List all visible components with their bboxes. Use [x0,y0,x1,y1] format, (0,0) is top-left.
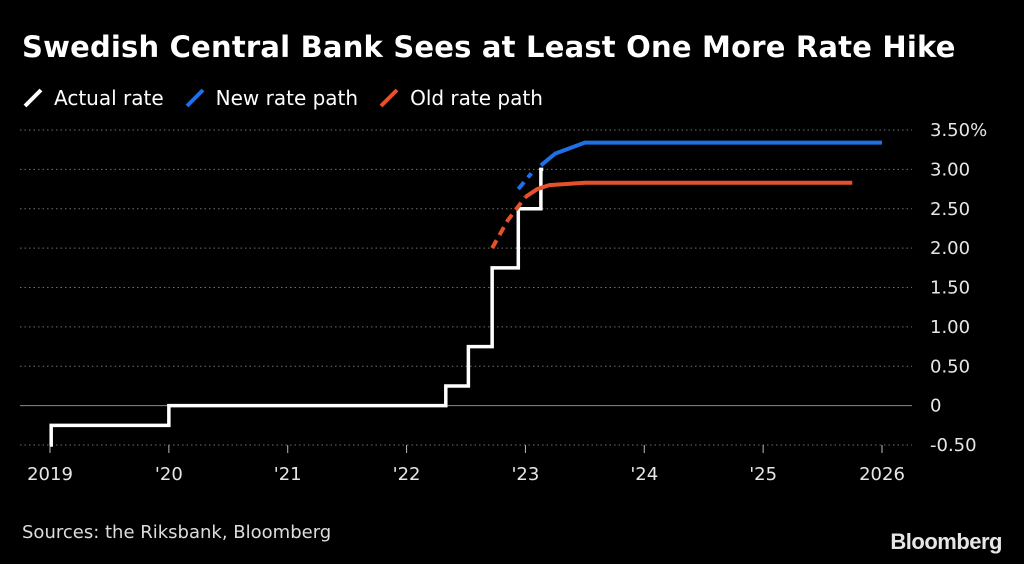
legend-item-old: Old rate path [378,86,543,110]
x-tick-label-4: '23 [511,464,539,485]
y-tick-label-2: 2.50 [930,199,970,220]
legend-swatch-new [185,88,205,108]
y-tick-label-8: -0.50 [930,435,977,456]
legend-label-new: New rate path [215,86,359,110]
legend-swatch-old [379,88,399,108]
legend-item-actual: Actual rate [22,86,164,110]
x-tick-label-5: '24 [630,464,658,485]
x-tick-label-6: '25 [749,464,777,485]
x-tick-label-0: 2019 [27,464,73,485]
y-tick-label-5: 1.00 [930,317,970,338]
x-tick-label-3: '22 [393,464,421,485]
x-tick-label-2: '21 [274,464,302,485]
legend-label-actual: Actual rate [54,86,164,110]
y-tick-label-6: 0.50 [930,356,970,377]
x-tick-label-1: '20 [155,464,183,485]
series-old-rate-path-line [524,180,853,199]
y-tick-label-4: 1.50 [930,278,970,299]
x-tick-label-7: 2026 [859,464,905,485]
y-tick-label-7: 0 [930,396,941,417]
chart-title: Swedish Central Bank Sees at Least One M… [22,30,956,64]
series-actual-rate-line [49,167,544,447]
y-tick-label-0: 3.50% [930,120,987,141]
series-old-rate-path-forecast-dashed [490,195,528,250]
legend-item-new: New rate path [184,86,358,110]
bloomberg-logo: Bloomberg [890,529,1002,554]
legend-label-old: Old rate path [410,86,543,110]
y-tick-label-3: 2.00 [930,238,970,259]
series-new-rate-path-forecast-dashed [516,172,533,191]
source-note: Sources: the Riksbank, Bloomberg [22,522,332,543]
series-new-rate-path-line [539,140,882,167]
y-tick-label-1: 3.00 [930,159,970,180]
legend-swatch-actual [23,88,43,108]
legend: Actual rate New rate path Old rate path [22,86,563,110]
